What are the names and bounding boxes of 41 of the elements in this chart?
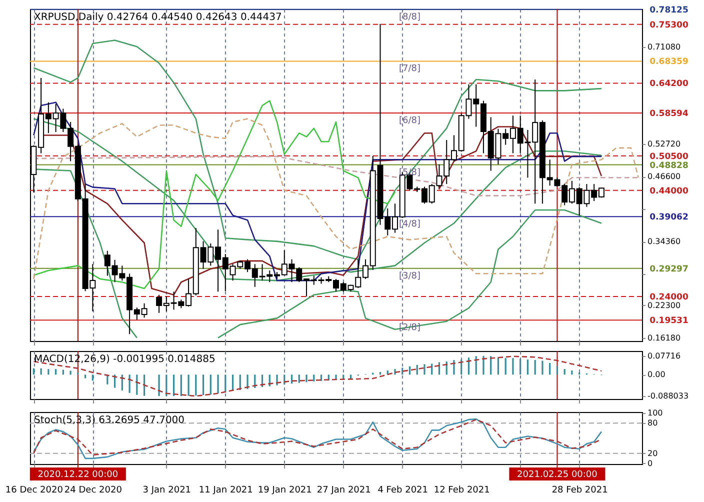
y-tick-label: 0.07716: [648, 351, 681, 360]
x-tick-label: 24 Dec 2020: [64, 486, 122, 496]
y-tick-label: 100: [648, 408, 663, 418]
x-tick-label: 28 Feb 2021: [552, 486, 608, 496]
annotation: [4/8]: [398, 220, 420, 230]
ref-line-label: 0.48828: [650, 160, 688, 171]
x-tick-label: 3 Jan 2021: [142, 486, 192, 496]
x-tick-label: 19 Jan 2021: [258, 486, 312, 496]
y-tick-label: 0.71080: [648, 42, 681, 52]
y-tick-label: 0.00: [648, 370, 666, 380]
ref-line-label: 0.68359: [650, 57, 688, 68]
ref-line-label: 0.50500: [650, 152, 688, 162]
ref-line-label: 0.64200: [650, 79, 688, 90]
y-tick-label: 80: [648, 418, 658, 428]
y-tick-label: 0.46600: [648, 172, 681, 182]
ref-line-label: 0.19531: [650, 316, 688, 326]
ref-line-label: 0.78125: [650, 5, 688, 16]
ref-line-label: 0.44000: [650, 186, 688, 196]
x-tick-label: 12 Feb 2021: [434, 486, 490, 496]
x-tick-label: 27 Jan 2021: [316, 486, 371, 496]
annotation: [6/8]: [398, 116, 420, 126]
ref-line-label: 0.58594: [650, 108, 688, 119]
x-tick-label: 16 Dec 2020: [5, 486, 64, 496]
x-tick-label: 11 Jan 2021: [198, 486, 253, 496]
ref-line-label: 0.39062: [650, 212, 688, 223]
annotation: [8/8]: [398, 12, 420, 22]
annotation: [7/8]: [398, 64, 420, 74]
ref-line-label: 0.24000: [650, 292, 688, 302]
annotation: [3/8]: [398, 271, 420, 282]
y-tick-label: 0.52720: [648, 140, 681, 149]
ref-line-label: 0.29297: [650, 264, 688, 274]
ref-line-label: 2021.02.25 00:00: [517, 470, 598, 480]
y-tick-label: 0.22300: [648, 300, 681, 310]
y-tick-label: 0.16180: [648, 333, 681, 342]
y-tick-label: 0: [648, 458, 653, 468]
y-tick-label: 20: [648, 448, 658, 458]
y-tick-label: -0.088033: [648, 392, 689, 401]
y-tick-label: 0.34360: [648, 237, 681, 246]
ref-line-label: 2020.12.22 00:00: [38, 470, 118, 480]
x-tick-label: 4 Feb 2021: [378, 486, 428, 496]
ref-line-label: 0.75300: [650, 20, 688, 30]
